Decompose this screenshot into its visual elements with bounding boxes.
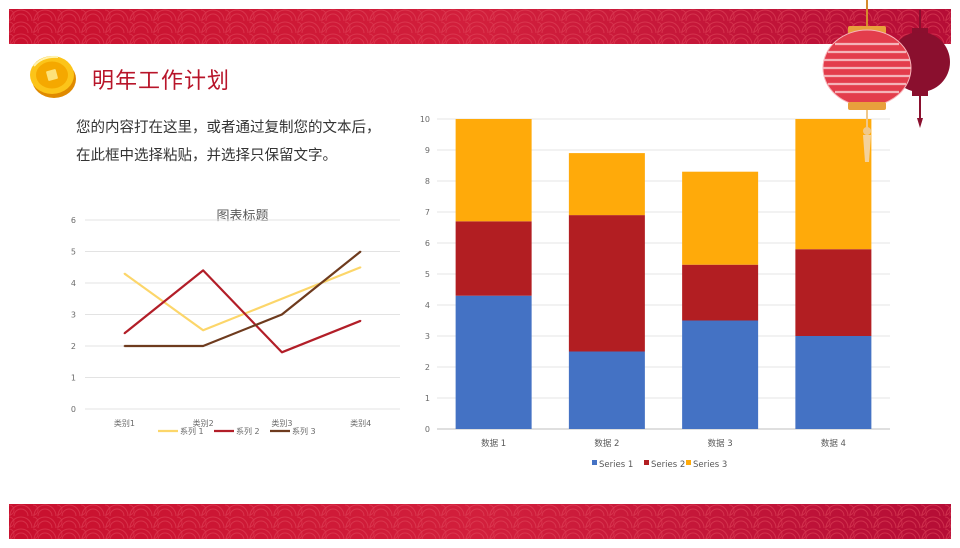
x-tick-label: 数据 2 [594, 438, 619, 449]
data-point [359, 250, 362, 253]
data-point [123, 332, 126, 335]
bar-segment [682, 264, 759, 321]
bar-segment [568, 215, 645, 352]
bar-segment [455, 295, 532, 429]
data-point [123, 272, 126, 275]
y-tick-label: 4 [425, 301, 430, 310]
y-tick-label: 0 [71, 405, 76, 414]
y-tick-label: 1 [71, 374, 76, 383]
x-tick-label: 数据 1 [481, 438, 506, 449]
y-tick-label: 2 [71, 342, 76, 351]
legend-label: Series 2 [651, 460, 685, 470]
y-tick-label: 1 [425, 394, 430, 403]
bar-segment [795, 249, 872, 336]
x-tick-label: 类别3 [271, 418, 292, 428]
bar-segment [682, 320, 759, 429]
page-title: 明年工作计划 [92, 69, 231, 94]
data-point [202, 329, 204, 332]
series-line [123, 266, 362, 332]
line-chart: 图表标题 0 1 2 3 4 5 6 类别1 类别2 类别3 类别4 系列 1 系列 2 系列 3 [71, 209, 400, 436]
stacked-bar-chart: 0 1 2 3 4 5 6 7 8 9 10 数据 1 数据 2 数据 3 数据 4 Series 1 Seri… [420, 115, 890, 470]
y-tick-label: 6 [71, 216, 76, 225]
series-line [123, 269, 362, 354]
legend-label: Series 3 [693, 460, 727, 470]
bottom-banner [9, 504, 951, 539]
bar-segment [455, 221, 532, 296]
body-line: 您的内容打在这里，或者通过复制您的文本后， [76, 120, 381, 136]
data-point [359, 320, 362, 322]
lantern-icon [822, 0, 950, 162]
bar-segment [795, 336, 872, 429]
bar-segment [795, 119, 872, 250]
data-point [202, 345, 204, 347]
y-tick-label: 3 [425, 332, 430, 341]
data-point [202, 269, 204, 272]
x-tick-label: 类别1 [114, 418, 135, 428]
y-tick-label: 3 [71, 311, 76, 320]
top-banner [9, 9, 951, 44]
bar-segment [568, 351, 645, 429]
legend-swatch [592, 460, 597, 465]
body-paragraph: 您的内容打在这里，或者通过复制您的文本后， 在此框中选择粘贴，并选择只保留文字。 [76, 114, 416, 170]
y-tick-label: 9 [425, 146, 430, 155]
y-tick-label: 5 [71, 248, 76, 257]
bar-segment [455, 119, 532, 222]
legend-label: 系列 1 [180, 426, 204, 436]
data-point [281, 313, 283, 316]
legend-label: Series 1 [599, 460, 633, 470]
y-tick-label: 6 [425, 239, 430, 248]
legend-swatch [686, 460, 691, 465]
bar-segment [568, 153, 645, 216]
x-tick-label: 数据 3 [708, 438, 733, 449]
data-point [281, 351, 283, 354]
y-tick-label: 10 [420, 115, 430, 124]
data-point [359, 266, 362, 269]
y-tick-label: 8 [425, 177, 430, 186]
legend-swatch [644, 460, 649, 465]
body-line: 在此框中选择粘贴，并选择只保留文字。 [76, 148, 337, 164]
x-tick-label: 数据 4 [821, 438, 846, 449]
y-tick-label: 7 [425, 208, 430, 217]
y-tick-label: 0 [425, 425, 430, 434]
series-line [124, 250, 362, 348]
y-tick-label: 5 [425, 270, 430, 279]
bar-segment [682, 171, 759, 265]
y-tick-label: 2 [425, 363, 430, 372]
data-point [123, 345, 126, 347]
chart-title: 图表标题 [216, 209, 268, 224]
legend-label: 系列 2 [236, 426, 260, 436]
data-point [281, 297, 283, 300]
coin-icon [30, 55, 76, 98]
x-tick-label: 类别4 [350, 418, 371, 428]
y-tick-label: 4 [71, 279, 76, 288]
x-tick-label: 类别2 [193, 418, 214, 428]
legend-label: 系列 3 [292, 426, 316, 436]
